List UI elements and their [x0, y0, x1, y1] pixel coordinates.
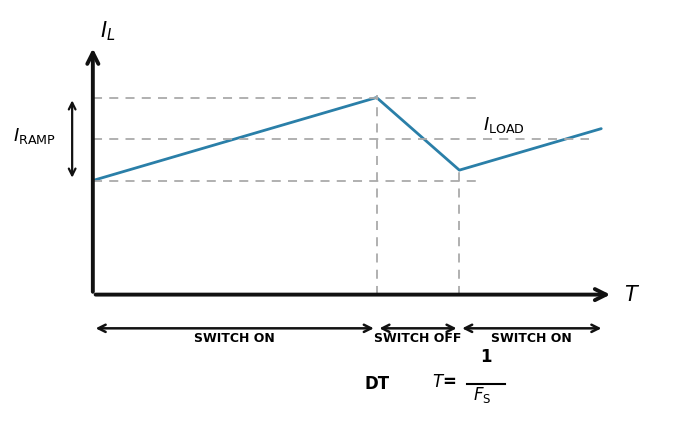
Text: SWITCH ON: SWITCH ON: [195, 333, 275, 345]
Text: $\mathit{I}_{\mathsf{RAMP}}$: $\mathit{I}_{\mathsf{RAMP}}$: [13, 127, 56, 147]
Text: $\mathit{T}$=: $\mathit{T}$=: [432, 373, 456, 392]
Text: 1: 1: [480, 348, 491, 366]
Text: SWITCH OFF: SWITCH OFF: [374, 333, 462, 345]
Text: $\mathit{I}_\mathit{L}$: $\mathit{I}_\mathit{L}$: [100, 20, 116, 43]
Text: $\mathit{I}_{\mathsf{LOAD}}$: $\mathit{I}_{\mathsf{LOAD}}$: [483, 115, 525, 135]
Text: $\mathit{T}$: $\mathit{T}$: [624, 285, 640, 305]
Text: $\mathit{F}_{\mathsf{S}}$: $\mathit{F}_{\mathsf{S}}$: [473, 385, 491, 405]
Text: DT: DT: [364, 375, 389, 393]
Text: SWITCH ON: SWITCH ON: [491, 333, 572, 345]
